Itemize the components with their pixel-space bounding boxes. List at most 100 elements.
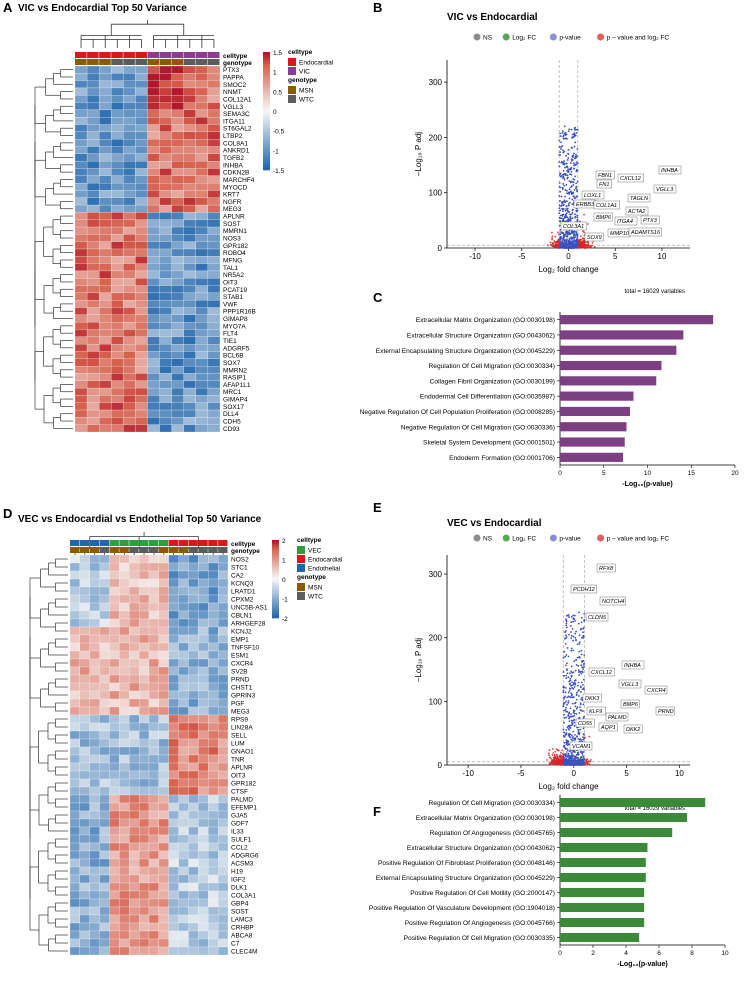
heatmap-cell (111, 139, 124, 147)
data-point (571, 702, 574, 705)
data-point (568, 732, 570, 735)
heatmap-cell (195, 278, 209, 286)
heatmap-cell (135, 146, 148, 154)
heatmap-cell (135, 241, 148, 250)
data-point (558, 146, 561, 148)
heatmap-cell (69, 562, 80, 572)
heatmap-cell (74, 365, 88, 374)
data-point (564, 166, 566, 169)
heatmap-cell (109, 914, 120, 924)
heatmap-cell (218, 922, 229, 932)
celltype-annotation-cell (198, 540, 208, 546)
heatmap-cell (207, 329, 221, 337)
heatmap-cell (119, 834, 130, 844)
heatmap-cell (89, 554, 100, 564)
y-axis-label: –Log₁₀ P adj (414, 638, 423, 682)
data-point (585, 760, 588, 762)
heatmap-cell (171, 204, 184, 213)
heatmap-cell (129, 818, 140, 828)
data-point (567, 695, 570, 698)
x-axis-label: Log₂ fold change (538, 265, 599, 274)
heatmap-cell (159, 402, 172, 411)
heatmap-cell (86, 307, 100, 316)
data-point (575, 639, 577, 641)
heatmap-cell (79, 570, 90, 580)
color-scale-step (263, 60, 270, 65)
heatmap-cell (89, 746, 100, 756)
heatmap-cell (109, 618, 120, 628)
heatmap-cell (147, 161, 160, 169)
heatmap-cell (135, 212, 148, 220)
heatmap-cell (178, 786, 189, 796)
data-point (555, 757, 557, 759)
data-point (572, 247, 574, 249)
heatmap-cell (148, 642, 159, 652)
heatmap-cell (109, 826, 120, 836)
heatmap-cell (123, 417, 136, 425)
bar (560, 391, 634, 401)
heatmap-cell (99, 786, 110, 796)
heatmap-cell (178, 578, 189, 588)
data-point (562, 691, 565, 694)
heatmap-cell (147, 87, 160, 96)
heatmap-cell (188, 714, 199, 724)
heatmap-cell (86, 204, 100, 213)
heatmap-cell (79, 882, 90, 892)
heatmap-cell (171, 197, 184, 206)
data-point (563, 200, 566, 203)
gene-label: PGF (231, 701, 244, 708)
data-point (571, 686, 573, 689)
gene-label: GPRIN3 (231, 693, 256, 700)
data-point (566, 234, 569, 236)
heatmap-cell (129, 898, 140, 908)
heatmap-cell (89, 914, 100, 924)
heatmap-cell (135, 139, 148, 147)
heatmap-cell (79, 586, 90, 596)
heatmap-cell (86, 73, 100, 81)
data-point (574, 679, 577, 681)
gene-callout-label: COL3A1 (563, 224, 584, 230)
data-point (570, 752, 573, 755)
heatmap-cell (129, 802, 140, 812)
heatmap-cell (99, 730, 110, 740)
heatmap-cell (147, 307, 160, 316)
heatmap-cell (99, 642, 110, 652)
heatmap-cell (119, 922, 130, 932)
heatmap-cell (74, 322, 88, 330)
heatmap-cell (195, 373, 209, 381)
heatmap-cell (147, 226, 160, 235)
heatmap-cell (198, 930, 209, 940)
data-point (582, 244, 585, 247)
heatmap-cell (74, 314, 88, 323)
heatmap-cell (208, 946, 219, 956)
heatmap-cell (89, 938, 100, 948)
heatmap-cell (178, 634, 189, 644)
data-point (575, 659, 578, 661)
gene-label: ROBO4 (223, 250, 246, 257)
data-point (563, 717, 566, 719)
heatmap-cell (147, 234, 160, 242)
heatmap-cell (147, 402, 160, 411)
gene-label: LTBP2 (223, 133, 243, 140)
genotype-annotation-cell (208, 547, 218, 553)
heatmap-cell (89, 882, 100, 892)
heatmap-cell (111, 65, 124, 74)
data-point (582, 756, 585, 758)
gene-callout-box (596, 179, 613, 189)
data-point (573, 660, 576, 663)
category-label: Negative Regulation Of Cell Migration (G… (401, 424, 555, 431)
data-point (551, 237, 553, 240)
gene-label: GDF7 (231, 821, 249, 828)
heatmap-cell (183, 182, 196, 191)
gene-label: RPS9 (231, 717, 248, 724)
heatmap-cell (178, 826, 189, 836)
heatmap-cell (111, 102, 124, 111)
heatmap-cell (119, 602, 130, 612)
heatmap-cell (207, 278, 221, 286)
data-point (580, 698, 583, 701)
heatmap-cell (218, 578, 229, 588)
heatmap-cell (86, 387, 100, 396)
data-point (566, 207, 569, 210)
data-point (562, 235, 565, 238)
color-scale-step (263, 111, 270, 115)
